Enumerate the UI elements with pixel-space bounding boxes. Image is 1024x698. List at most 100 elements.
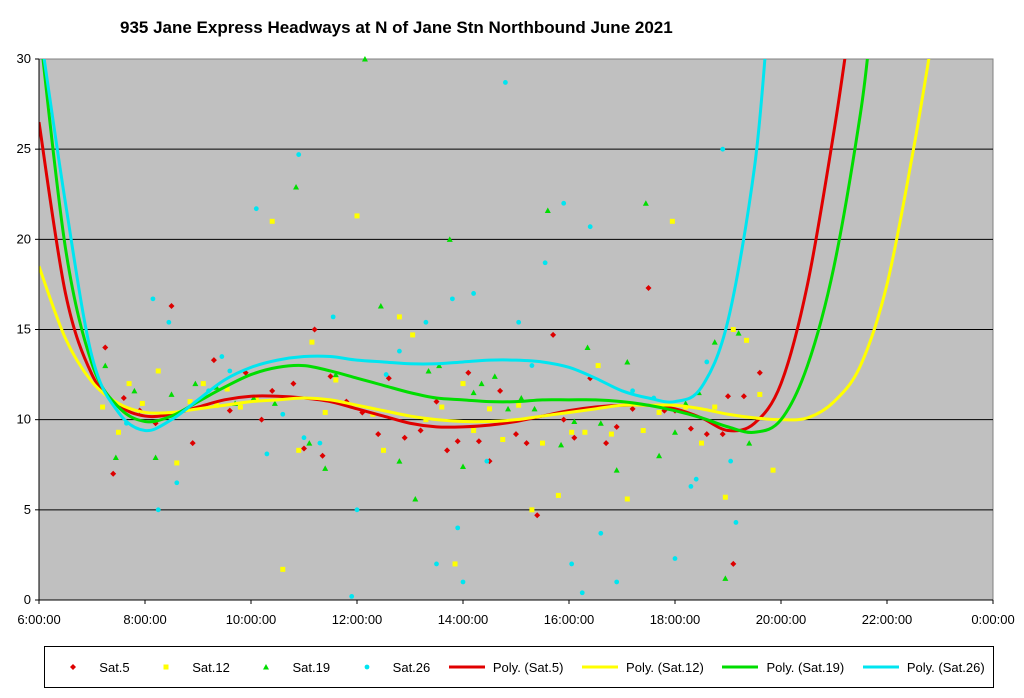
data-point <box>446 236 453 242</box>
data-point <box>410 332 416 338</box>
data-points <box>100 56 776 599</box>
axes: 0 5 10 15 20 25 30 6:00:00 8:00:00 10:00:00 12:00:… <box>17 51 1015 627</box>
data-point <box>491 373 498 379</box>
x-tick-label: 20:00:00 <box>756 612 807 627</box>
data-point <box>523 440 530 447</box>
legend-swatch <box>862 665 899 669</box>
data-point <box>460 381 466 387</box>
data-point <box>558 441 565 448</box>
data-point <box>613 467 620 473</box>
data-point <box>174 480 180 486</box>
data-point <box>624 496 630 502</box>
data-point <box>688 483 694 489</box>
data-point <box>640 427 646 433</box>
data-point <box>672 429 678 435</box>
legend-label: Poly. (Sat.5) <box>492 659 564 675</box>
legend-item: Poly. (Sat.5) <box>447 659 564 675</box>
legend-swatch <box>263 664 270 670</box>
data-point <box>210 357 217 364</box>
x-tick-label: 0:00:00 <box>971 612 1014 627</box>
trendline-poly-sat-5 <box>39 59 847 433</box>
legend-item: Poly. (Sat.12) <box>580 660 704 675</box>
data-point <box>271 400 278 406</box>
legend-swatch <box>70 664 77 670</box>
data-point <box>465 369 472 376</box>
data-point <box>529 363 535 368</box>
data-point <box>110 470 117 477</box>
y-tick-label: 0 <box>24 592 31 607</box>
data-point <box>112 454 119 461</box>
data-point <box>150 296 156 302</box>
data-point <box>219 354 225 359</box>
data-point <box>311 326 318 333</box>
data-point <box>237 404 243 410</box>
data-point <box>296 152 302 157</box>
data-point <box>354 507 360 513</box>
data-point <box>699 440 704 446</box>
data-point <box>730 327 736 332</box>
data-point <box>269 218 275 224</box>
data-point <box>192 380 199 387</box>
x-tick-label: 16:00:00 <box>544 612 595 627</box>
data-point <box>487 406 492 412</box>
x-tick-label: 22:00:00 <box>862 612 913 627</box>
data-point <box>703 431 710 438</box>
legend-label: Sat.5 <box>99 659 130 675</box>
data-point <box>317 440 323 446</box>
trendlines <box>39 59 931 434</box>
data-point <box>436 362 443 369</box>
series-sat-19 <box>102 56 753 581</box>
data-point <box>333 377 339 383</box>
data-point <box>460 579 466 585</box>
data-point <box>375 431 382 438</box>
data-point <box>587 224 593 230</box>
data-point <box>293 184 300 190</box>
data-point <box>719 431 726 438</box>
data-point <box>452 561 458 567</box>
data-point <box>656 452 663 459</box>
data-point <box>613 423 620 430</box>
data-point <box>744 337 750 343</box>
data-point <box>475 438 482 445</box>
data-point <box>516 402 522 408</box>
data-point <box>582 429 588 435</box>
legend-item: Poly. (Sat.19) <box>720 660 844 675</box>
data-point <box>560 416 567 423</box>
trendline-poly-sat-19 <box>41 59 869 434</box>
data-point <box>253 206 259 212</box>
data-point <box>598 530 604 536</box>
data-point <box>434 561 439 567</box>
data-point <box>513 431 519 438</box>
data-point <box>571 434 578 441</box>
data-point <box>296 447 302 453</box>
data-point <box>542 260 548 266</box>
data-point <box>561 200 567 206</box>
data-point <box>330 314 336 320</box>
data-point <box>126 381 132 387</box>
data-point <box>102 362 109 369</box>
legend-item: Sat.12 <box>146 660 230 675</box>
data-point <box>401 434 408 441</box>
data-point <box>306 440 313 446</box>
data-point <box>505 405 512 412</box>
legend-marker <box>263 664 270 670</box>
data-point <box>630 388 635 394</box>
data-point <box>396 458 403 464</box>
data-point <box>102 344 109 351</box>
data-point <box>332 371 339 378</box>
y-tick-label: 15 <box>17 322 31 337</box>
data-point <box>250 395 257 401</box>
data-point <box>139 400 145 406</box>
data-point <box>361 56 368 62</box>
data-point <box>444 447 451 454</box>
data-point <box>381 447 386 453</box>
data-point <box>722 575 729 581</box>
data-point <box>629 405 636 412</box>
data-point <box>529 507 535 513</box>
y-tick-label: 20 <box>17 231 31 246</box>
legend-swatch <box>448 665 485 669</box>
legend-swatch <box>163 664 169 670</box>
data-point <box>385 375 392 382</box>
legend-label: Poly. (Sat.19) <box>766 659 845 675</box>
data-point <box>740 393 747 400</box>
